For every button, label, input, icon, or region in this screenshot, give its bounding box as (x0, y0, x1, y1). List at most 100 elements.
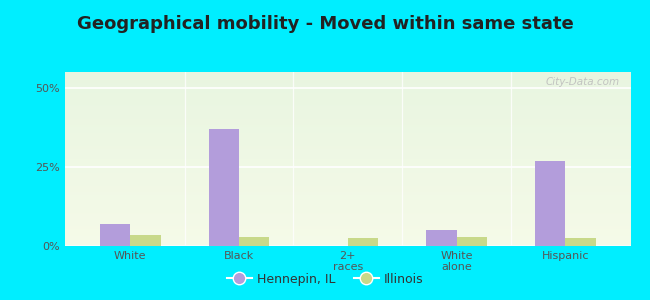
Bar (65, 213, 630, 214)
Bar (65, 126, 630, 127)
Bar (65, 110, 630, 111)
Bar (65, 111, 630, 112)
Bar (65, 144, 630, 145)
Bar (65, 237, 630, 238)
Bar (65, 92, 630, 93)
Bar (65, 194, 630, 195)
Bar (65, 196, 630, 197)
Bar (65, 202, 630, 203)
Bar (65, 193, 630, 194)
Bar (65, 127, 630, 128)
Bar (65, 182, 630, 183)
Bar (65, 178, 630, 179)
Bar (65, 240, 630, 241)
Bar (65, 106, 630, 107)
Bar (65, 130, 630, 131)
Bar (65, 83, 630, 84)
Bar (65, 238, 630, 239)
Bar (65, 228, 630, 229)
Bar (65, 150, 630, 151)
Bar (65, 152, 630, 153)
Bar (65, 243, 630, 244)
Bar (65, 158, 630, 159)
Bar (65, 161, 630, 162)
Bar (65, 74, 630, 75)
Bar (65, 174, 630, 175)
Bar (65, 215, 630, 216)
Bar (65, 119, 630, 120)
Bar (65, 236, 630, 237)
Bar (65, 87, 630, 88)
Bar (348, 238, 378, 246)
Bar (65, 179, 630, 180)
Bar (65, 148, 630, 149)
Bar (535, 160, 566, 246)
Bar (65, 104, 630, 105)
Bar (65, 117, 630, 118)
Bar (65, 166, 630, 167)
Bar (239, 236, 270, 246)
Bar (65, 78, 630, 79)
Bar (65, 115, 630, 116)
Legend: Hennepin, IL, Illinois: Hennepin, IL, Illinois (222, 268, 428, 291)
Bar (65, 226, 630, 227)
Bar (65, 170, 630, 171)
Bar (65, 99, 630, 100)
Bar (65, 216, 630, 217)
Bar (65, 191, 630, 192)
Bar (65, 221, 630, 222)
Bar (65, 80, 630, 81)
Bar (65, 134, 630, 135)
Bar (100, 224, 130, 246)
Bar (65, 219, 630, 220)
Bar (65, 198, 630, 199)
Bar (65, 227, 630, 228)
Bar (65, 223, 630, 224)
Bar (65, 214, 630, 215)
Bar (65, 103, 630, 104)
Bar (65, 132, 630, 133)
Bar (65, 95, 630, 96)
Bar (65, 101, 630, 102)
Bar (65, 176, 630, 177)
Bar (65, 85, 630, 86)
Bar (65, 121, 630, 122)
Bar (65, 222, 630, 223)
Bar (65, 138, 630, 139)
Bar (65, 145, 630, 146)
Bar (65, 100, 630, 101)
Bar (65, 242, 630, 243)
Bar (65, 72, 630, 73)
Bar (65, 96, 630, 97)
Bar (65, 207, 630, 208)
Bar (65, 220, 630, 221)
Bar (65, 205, 630, 206)
Bar (65, 113, 630, 114)
Bar (65, 204, 630, 205)
Bar (65, 168, 630, 169)
Bar (65, 108, 630, 109)
Bar (65, 142, 630, 143)
Bar (65, 171, 630, 172)
Bar (566, 238, 595, 246)
Bar (65, 200, 630, 201)
Bar (65, 84, 630, 85)
Bar (65, 89, 630, 90)
Bar (65, 81, 630, 82)
Bar (65, 225, 630, 226)
Bar (65, 183, 630, 184)
Bar (65, 122, 630, 123)
Bar (65, 165, 630, 166)
Bar (65, 91, 630, 92)
Bar (65, 151, 630, 152)
Bar (65, 140, 630, 141)
Bar (65, 136, 630, 137)
Bar (65, 137, 630, 138)
Bar (65, 241, 630, 242)
Bar (65, 206, 630, 207)
Bar (65, 109, 630, 110)
Bar (65, 107, 630, 108)
Bar (65, 147, 630, 148)
Bar (65, 123, 630, 124)
Bar (65, 90, 630, 91)
